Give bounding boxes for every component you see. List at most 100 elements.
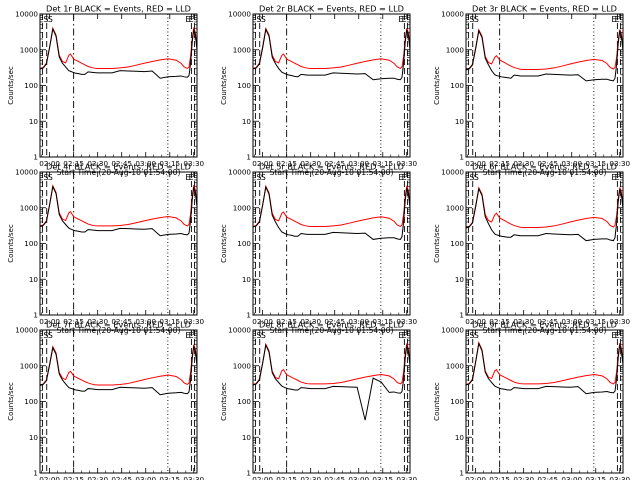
y-tick-label: 1 xyxy=(459,469,464,478)
y-tick-label: 10 xyxy=(29,117,39,126)
marker-letter: S xyxy=(261,331,266,340)
x-tick-label: 02:30 xyxy=(300,159,321,168)
x-tick-label: 02:30 xyxy=(513,159,534,168)
plot-frame xyxy=(252,13,411,158)
x-tick-label: 02:45 xyxy=(324,475,345,480)
series-lld-line xyxy=(253,342,410,385)
x-tick-label: 03:15 xyxy=(159,475,180,480)
y-tick-label: 10 xyxy=(242,117,252,126)
y-tick-label: 1000 xyxy=(20,361,39,370)
x-tick-label: 03:15 xyxy=(159,159,180,168)
y-tick-label: 1000 xyxy=(20,203,39,212)
series-events-line xyxy=(40,184,197,237)
y-tick-label: 10000 xyxy=(441,10,464,19)
series-events-line xyxy=(466,29,623,82)
series-lld-line xyxy=(253,184,410,228)
x-tick-label: 02:00 xyxy=(465,317,486,326)
y-tick-label: 1 xyxy=(33,311,38,320)
x-tick-label: 03:00 xyxy=(348,475,369,480)
marker-letter: E xyxy=(611,331,616,340)
y-tick-label: 10000 xyxy=(15,10,38,19)
marker-letter: E xyxy=(611,15,616,24)
y-tick-label: 100 xyxy=(24,81,38,90)
marker-letter: S xyxy=(469,173,474,182)
marker-letter: E xyxy=(189,173,194,182)
y-axis-label: Counts/sec xyxy=(433,224,441,263)
panel-title: Det 3r BLACK = Events, RED = LLD xyxy=(472,4,617,14)
x-tick-label: 03:00 xyxy=(561,159,582,168)
series-events-line xyxy=(253,343,410,421)
y-tick-label: 10000 xyxy=(441,168,464,177)
marker-letter: S xyxy=(43,331,48,340)
y-tick-label: 10000 xyxy=(228,168,251,177)
x-tick-label: 03:30 xyxy=(396,317,417,326)
y-axis-label: Counts/sec xyxy=(220,66,228,105)
series-events-line xyxy=(466,187,623,242)
x-tick-label: 02:15 xyxy=(276,317,297,326)
x-tick-label: 02:30 xyxy=(87,159,108,168)
marker-letter: S xyxy=(474,173,479,182)
plot-frame xyxy=(465,329,624,474)
marker-letter: S xyxy=(261,15,266,24)
x-tick-label: 02:30 xyxy=(87,317,108,326)
x-tick-label: 03:00 xyxy=(561,317,582,326)
y-tick-label: 10 xyxy=(29,275,39,284)
y-tick-label: 1 xyxy=(459,153,464,162)
x-tick-label: 03:30 xyxy=(396,475,417,480)
plot-frame xyxy=(252,329,411,474)
x-tick-label: 02:15 xyxy=(63,317,84,326)
y-axis-label: Counts/sec xyxy=(433,66,441,105)
y-tick-label: 1 xyxy=(246,469,251,478)
x-tick-label: 03:15 xyxy=(585,475,606,480)
marker-letter: S xyxy=(469,331,474,340)
x-tick-label: 03:00 xyxy=(135,159,156,168)
y-tick-label: 10 xyxy=(455,117,465,126)
marker-letter: S xyxy=(48,15,53,24)
y-axis-label: Counts/sec xyxy=(220,224,228,263)
panel-title: Det 1r BLACK = Events, RED = LLD xyxy=(46,4,191,14)
x-tick-label: 02:00 xyxy=(39,159,60,168)
x-tick-label: 02:30 xyxy=(300,317,321,326)
y-tick-label: 1 xyxy=(33,153,38,162)
marker-letter: S xyxy=(474,15,479,24)
marker-letter: S xyxy=(474,331,479,340)
plot-frame xyxy=(465,13,624,158)
marker-letter: E xyxy=(611,173,616,182)
x-tick-label: 02:45 xyxy=(537,159,558,168)
x-tick-label: 02:15 xyxy=(276,475,297,480)
marker-letter: S xyxy=(256,331,261,340)
x-tick-label: 03:15 xyxy=(585,159,606,168)
panel-title: Det 8r BLACK = Events, RED = LLD xyxy=(259,320,404,330)
x-tick-label: 03:30 xyxy=(183,475,204,480)
y-tick-label: 1000 xyxy=(20,45,39,54)
y-tick-label: 10000 xyxy=(228,326,251,335)
y-tick-label: 1000 xyxy=(233,361,252,370)
panel-title: Det 6r BLACK = Events, RED = LLD xyxy=(472,162,617,172)
y-tick-label: 10000 xyxy=(15,326,38,335)
series-lld-line xyxy=(466,341,623,385)
x-tick-label: 03:15 xyxy=(159,317,180,326)
marker-letter: E xyxy=(185,173,190,182)
y-tick-label: 1 xyxy=(33,469,38,478)
x-tick-label: 02:00 xyxy=(252,317,273,326)
x-tick-label: 03:15 xyxy=(585,317,606,326)
y-tick-label: 100 xyxy=(237,397,251,406)
series-events-line xyxy=(253,27,410,81)
y-axis-label: Counts/sec xyxy=(7,382,15,421)
x-tick-label: 02:45 xyxy=(537,317,558,326)
series-lld-line xyxy=(466,28,623,71)
x-tick-label: 02:45 xyxy=(537,475,558,480)
x-tick-label: 03:00 xyxy=(561,475,582,480)
y-tick-label: 1 xyxy=(459,311,464,320)
y-tick-label: 100 xyxy=(450,239,464,248)
y-tick-label: 100 xyxy=(24,239,38,248)
x-tick-label: 02:15 xyxy=(63,475,84,480)
x-tick-label: 03:15 xyxy=(372,317,393,326)
